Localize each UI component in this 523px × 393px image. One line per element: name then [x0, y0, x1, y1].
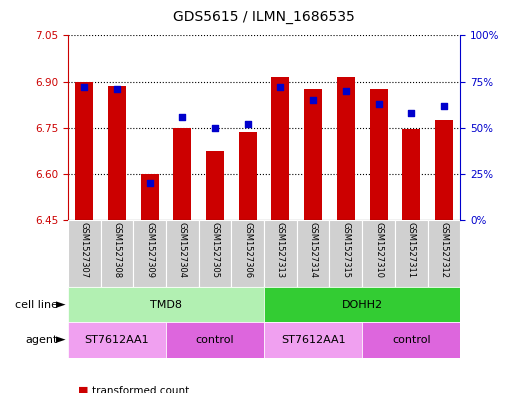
Text: ►: ► — [56, 298, 65, 311]
Bar — [100, 220, 133, 287]
Point — [244, 121, 252, 127]
Point — [113, 86, 121, 92]
Point — [80, 84, 88, 90]
Text: GSM1527314: GSM1527314 — [309, 222, 317, 278]
Bar — [133, 220, 166, 287]
Text: control: control — [196, 335, 234, 345]
Bar — [166, 220, 199, 287]
Bar — [264, 322, 362, 358]
Text: GSM1527310: GSM1527310 — [374, 222, 383, 278]
Text: ►: ► — [56, 333, 65, 347]
Bar — [337, 77, 355, 220]
Bar — [264, 220, 297, 287]
Text: GSM1527312: GSM1527312 — [439, 222, 448, 278]
Bar — [329, 220, 362, 287]
Text: agent: agent — [25, 335, 58, 345]
Bar — [435, 120, 453, 220]
Text: GDS5615 / ILMN_1686535: GDS5615 / ILMN_1686535 — [173, 9, 355, 24]
Bar — [75, 81, 93, 220]
Bar — [362, 220, 395, 287]
Text: GSM1527313: GSM1527313 — [276, 222, 285, 278]
Bar — [206, 151, 224, 220]
Text: DOHH2: DOHH2 — [342, 299, 383, 310]
Bar — [370, 89, 388, 220]
Text: GSM1527308: GSM1527308 — [112, 222, 121, 278]
Bar — [68, 322, 166, 358]
Bar — [166, 322, 264, 358]
Text: GSM1527309: GSM1527309 — [145, 222, 154, 278]
Bar — [297, 220, 329, 287]
Text: ST7612AA1: ST7612AA1 — [85, 335, 150, 345]
Point — [440, 103, 448, 109]
Bar — [68, 287, 264, 322]
Point — [407, 110, 415, 116]
Bar — [428, 220, 460, 287]
Point — [342, 88, 350, 94]
Bar — [174, 128, 191, 220]
Bar — [108, 86, 126, 220]
Bar — [199, 220, 231, 287]
Point — [211, 125, 219, 131]
Bar — [271, 77, 289, 220]
Bar — [402, 129, 420, 220]
Bar — [231, 220, 264, 287]
Text: GSM1527315: GSM1527315 — [342, 222, 350, 278]
Text: ST7612AA1: ST7612AA1 — [281, 335, 346, 345]
Text: GSM1527304: GSM1527304 — [178, 222, 187, 278]
Text: TMD8: TMD8 — [150, 299, 182, 310]
Bar — [141, 174, 158, 220]
Text: control: control — [392, 335, 430, 345]
Text: GSM1527311: GSM1527311 — [407, 222, 416, 278]
Text: cell line: cell line — [15, 299, 58, 310]
Bar — [68, 220, 100, 287]
Point — [374, 101, 383, 107]
Bar — [264, 287, 460, 322]
Bar — [239, 132, 257, 220]
Text: ■: ■ — [78, 386, 89, 393]
Bar — [395, 220, 428, 287]
Point — [145, 180, 154, 186]
Point — [309, 97, 317, 103]
Bar — [304, 89, 322, 220]
Point — [276, 84, 285, 90]
Text: transformed count: transformed count — [92, 386, 189, 393]
Text: GSM1527305: GSM1527305 — [211, 222, 220, 278]
Bar — [362, 322, 460, 358]
Point — [178, 114, 187, 120]
Text: GSM1527307: GSM1527307 — [80, 222, 89, 278]
Text: GSM1527306: GSM1527306 — [243, 222, 252, 278]
